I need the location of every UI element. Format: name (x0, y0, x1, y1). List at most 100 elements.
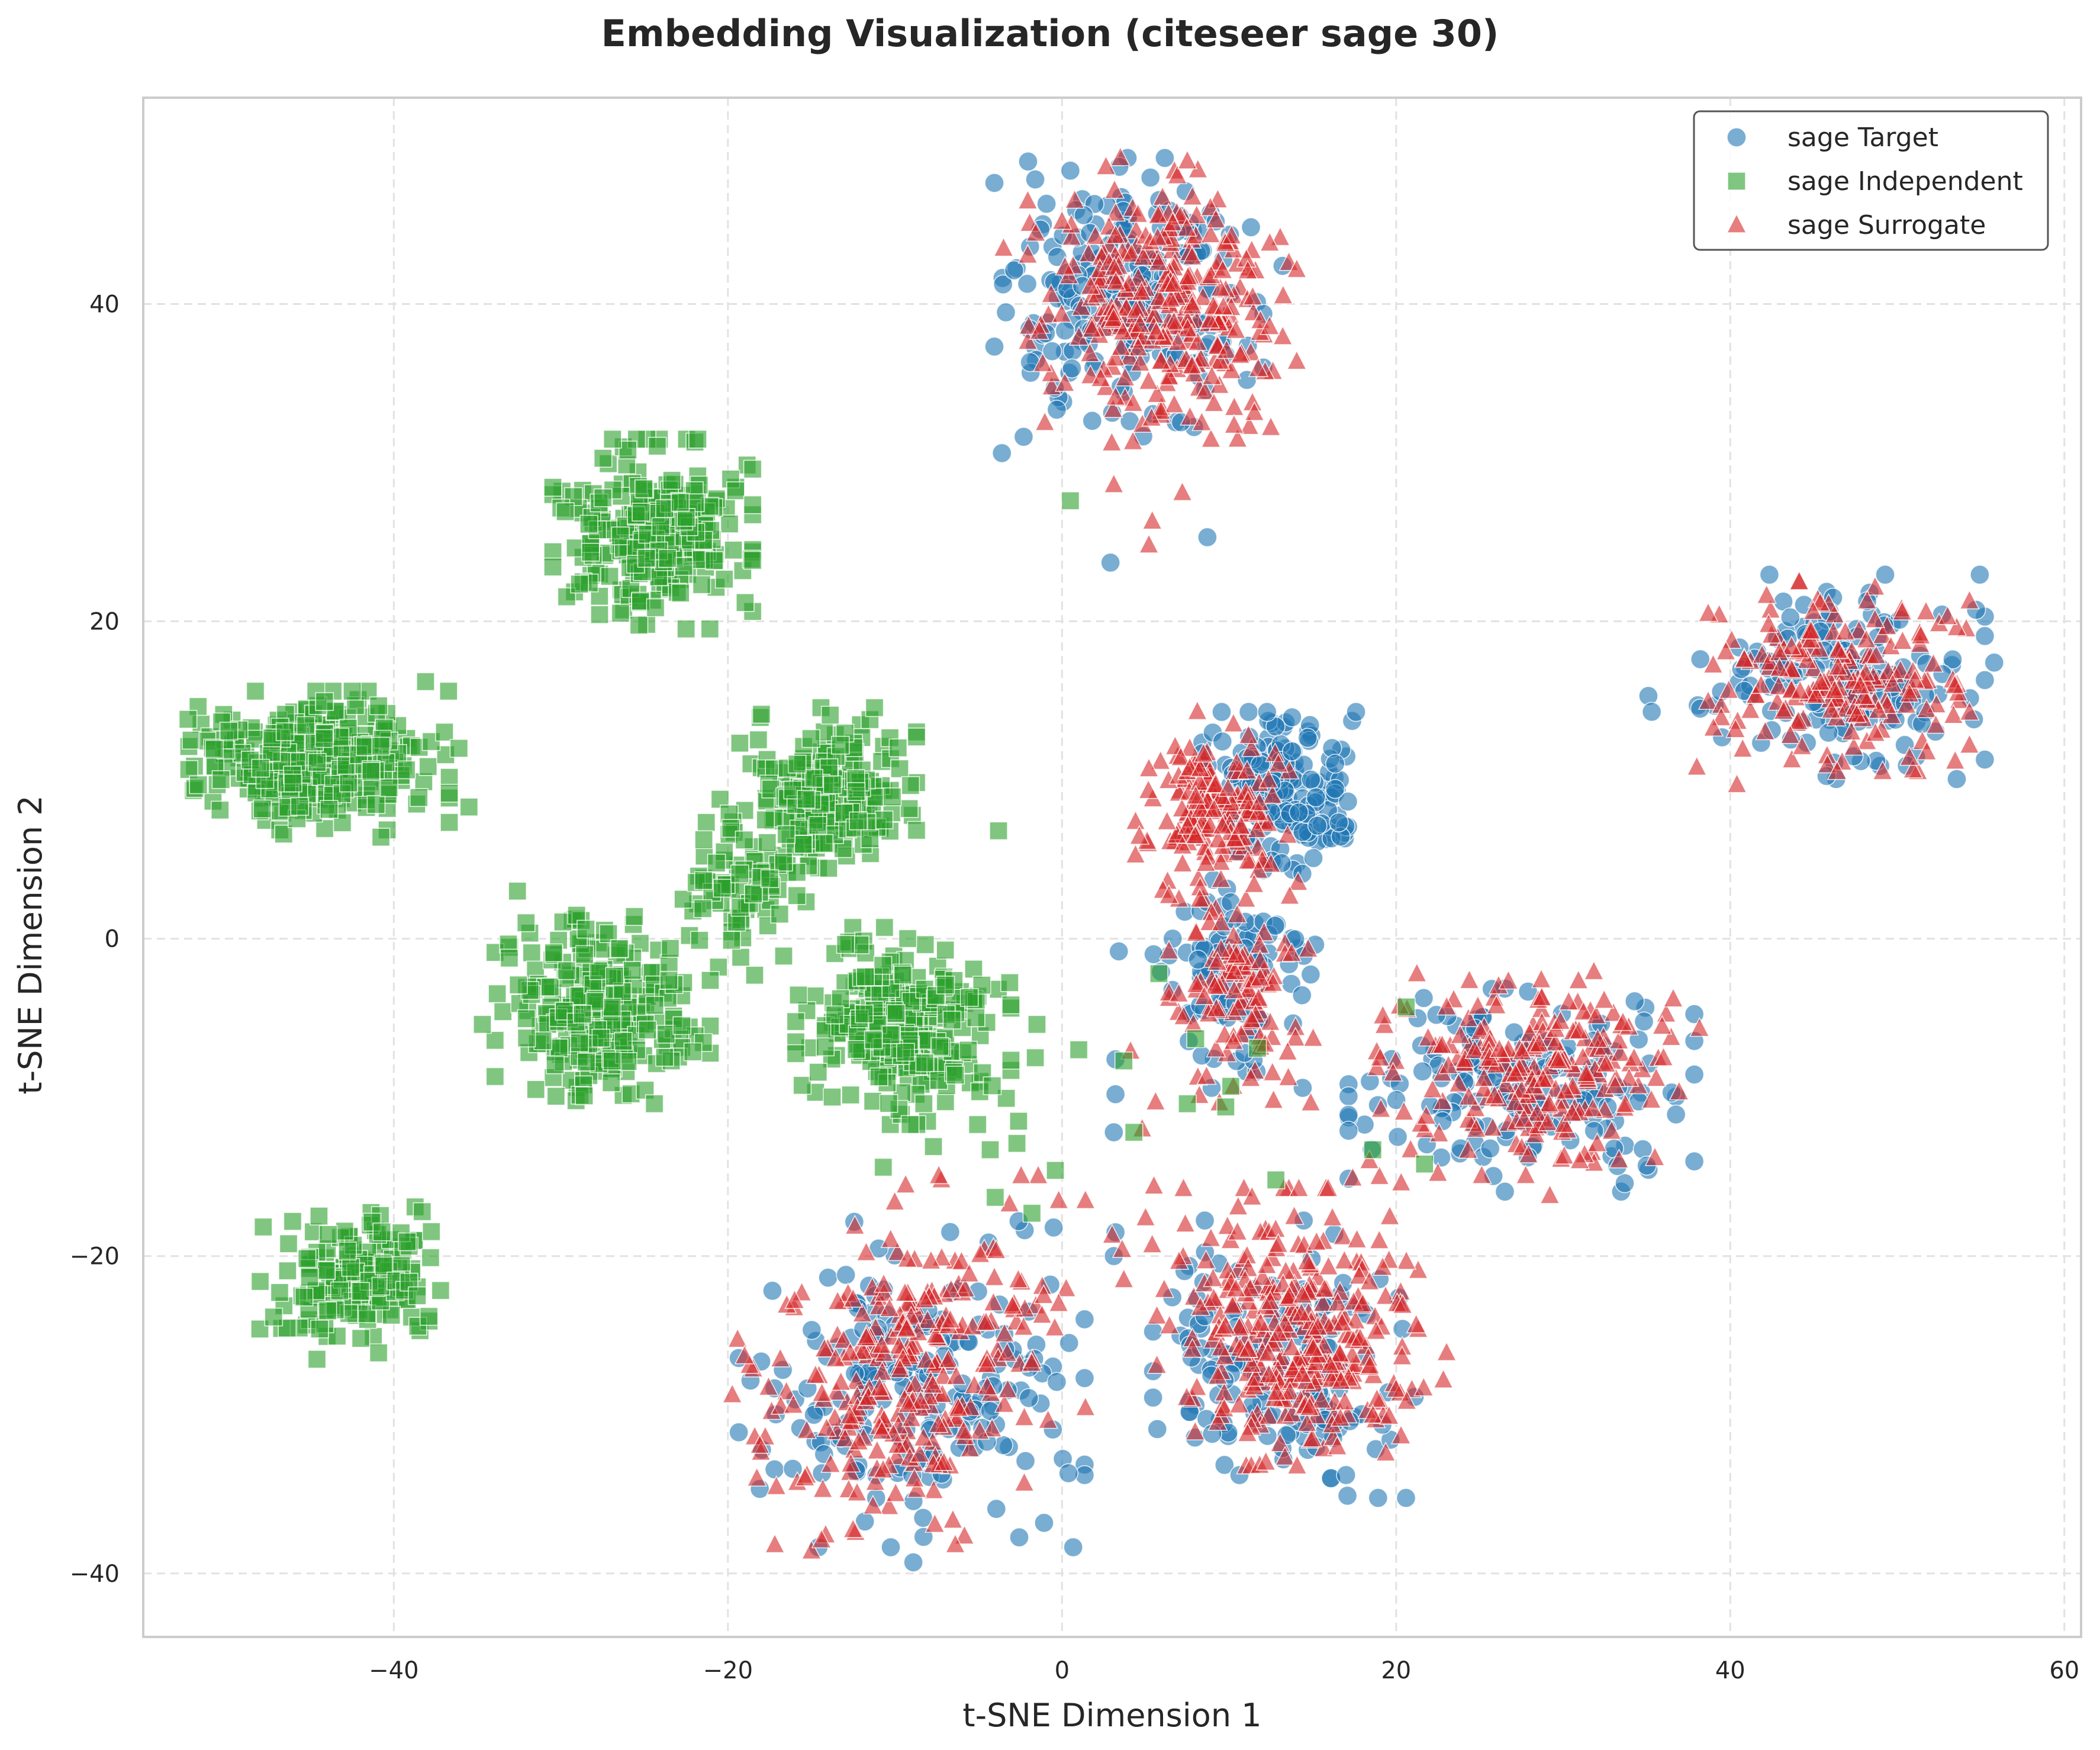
sage-independent-point (449, 739, 469, 758)
sage-independent-point (274, 825, 294, 844)
sage-surrogate-point (1110, 336, 1132, 356)
sage-independent-point (887, 1003, 906, 1023)
sage-surrogate-point (1296, 1412, 1318, 1432)
sage-surrogate-point (1372, 1004, 1393, 1025)
sage-surrogate-point (1689, 1016, 1710, 1037)
sage-surrogate-point (1273, 284, 1294, 304)
sage-surrogate-point (1138, 369, 1159, 390)
sage-independent-point (250, 1320, 269, 1339)
sage-independent-point (745, 966, 764, 985)
sage-independent-point (1149, 964, 1168, 983)
sage-surrogate-point (1206, 1037, 1226, 1058)
sage-target-point (1147, 1419, 1168, 1439)
sage-independent-point (774, 853, 793, 872)
sage-surrogate-point (1168, 1250, 1190, 1270)
sage-independent-point (1001, 995, 1020, 1015)
sage-surrogate-point (1121, 242, 1142, 263)
sage-independent-point (576, 1053, 596, 1072)
plot-area-frame (142, 96, 2082, 1638)
sage-surrogate-point (1299, 1396, 1320, 1416)
sage-independent-point (310, 1320, 329, 1339)
sage-independent-point (629, 616, 649, 635)
sage-surrogate-point (1191, 411, 1212, 432)
sage-surrogate-point (1561, 1102, 1583, 1122)
sage-target-point (1036, 194, 1057, 214)
sage-surrogate-point (933, 1451, 955, 1471)
sage-surrogate-point (1555, 1079, 1576, 1100)
sage-independent-point (671, 493, 690, 512)
sage-surrogate-point (1531, 986, 1553, 1006)
sage-independent-point (600, 567, 619, 586)
sage-independent-point (210, 800, 230, 820)
sage-target-point (1074, 1368, 1095, 1388)
sage-independent-point (279, 1234, 298, 1253)
x-tick-label: 0 (1055, 1657, 1070, 1684)
sage-independent-point (831, 989, 850, 1008)
sage-target-point (1301, 770, 1321, 790)
sage-surrogate-point (906, 1478, 927, 1498)
sage-surrogate-point (1406, 962, 1428, 982)
sage-independent-point (786, 1044, 806, 1063)
sage-surrogate-point (1796, 649, 1818, 669)
sage-independent-point (543, 557, 562, 577)
sage-surrogate-point (1141, 406, 1162, 427)
sage-independent-point (900, 799, 919, 818)
sage-surrogate-point (1081, 317, 1103, 338)
sage-independent-point (619, 1052, 637, 1071)
sage-independent-point (493, 1002, 513, 1021)
sage-independent-point (589, 961, 608, 980)
sage-surrogate-point (1944, 749, 1966, 770)
sage-surrogate-point (1289, 1177, 1309, 1197)
sage-surrogate-point (1205, 208, 1226, 229)
sage-surrogate-point (1416, 1105, 1436, 1125)
sage-surrogate-point (1331, 1369, 1351, 1390)
sage-independent-point (290, 797, 310, 816)
sage-target-point (1413, 988, 1434, 1008)
sage-independent-point (549, 1038, 569, 1057)
sage-surrogate-point (1237, 850, 1258, 870)
sage-independent-point (508, 882, 527, 901)
sage-surrogate-point (1187, 331, 1208, 351)
sage-independent-point (398, 1232, 417, 1252)
sage-target-point (993, 1435, 1013, 1455)
sage-surrogate-point (871, 1420, 893, 1440)
sage-independent-point (846, 1040, 866, 1059)
sage-surrogate-point (1013, 1315, 1034, 1336)
sage-independent-point (623, 961, 642, 980)
sage-independent-point (278, 1261, 297, 1281)
sage-surrogate-point (1230, 343, 1251, 364)
sage-surrogate-point (794, 1466, 816, 1487)
sage-surrogate-point (1172, 852, 1193, 873)
sage-surrogate-point (1347, 1228, 1367, 1249)
sage-surrogate-point (1152, 185, 1173, 206)
sage-independent-point (284, 773, 302, 793)
sage-surrogate-point (1846, 703, 1867, 723)
sage-surrogate-point (1258, 768, 1279, 789)
sage-surrogate-point (1218, 777, 1239, 797)
sage-independent-point (865, 698, 884, 718)
sage-surrogate-point (1378, 1404, 1400, 1425)
sage-surrogate-point (1186, 973, 1207, 993)
sage-target-point (1019, 1388, 1039, 1408)
sage-surrogate-point (1278, 1066, 1299, 1086)
sage-surrogate-point (1342, 1166, 1363, 1187)
sage-surrogate-point (887, 1433, 908, 1454)
sage-target-point (1338, 1121, 1359, 1141)
legend-marker (1727, 172, 1746, 191)
sage-surrogate-point (1186, 921, 1207, 942)
sage-surrogate-point (1715, 640, 1737, 661)
sage-target-point (1504, 1022, 1524, 1043)
sage-independent-point (379, 778, 398, 797)
sage-surrogate-point (1761, 623, 1782, 644)
sage-surrogate-point (805, 1363, 826, 1384)
sage-surrogate-series (722, 146, 1980, 1560)
sage-independent-point (603, 1051, 621, 1071)
sage-surrogate-point (1142, 1233, 1163, 1253)
sage-surrogate-point (1959, 700, 1980, 721)
sage-surrogate-point (894, 1281, 916, 1302)
sage-independent-point (674, 890, 693, 909)
sage-surrogate-point (1210, 938, 1232, 958)
legend: sage Target sage Independent sage Surrogat… (1693, 110, 2049, 251)
sage-surrogate-point (1473, 1067, 1495, 1087)
sage-surrogate-point (917, 1309, 938, 1329)
